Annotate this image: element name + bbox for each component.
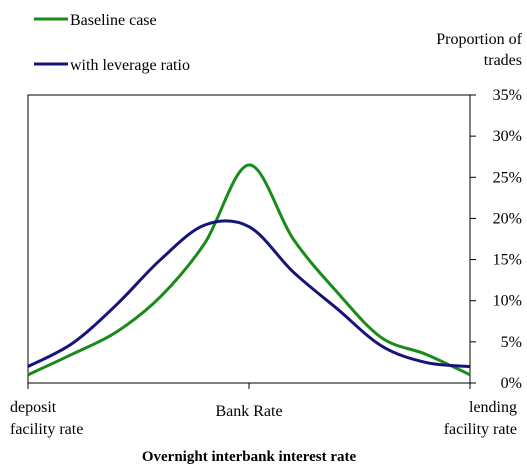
- series-lines: [27, 163, 471, 377]
- x-label-lending-line-2: facility rate: [444, 421, 517, 438]
- y-tick-label: 35%: [493, 87, 522, 104]
- y-tick-label: 0%: [501, 375, 522, 392]
- legend: Baseline case with leverage ratio: [34, 12, 190, 74]
- x-label-bank-rate: Bank Rate: [215, 403, 282, 420]
- series-line-leverage-ratio: [27, 219, 471, 369]
- legend-label-baseline: Baseline case: [70, 12, 157, 29]
- plot-frame: [27, 94, 471, 384]
- x-axis-title: Overnight interbank interest rate: [142, 449, 357, 465]
- y-tick-label: 5%: [501, 334, 522, 351]
- x-label-deposit-line-2: facility rate: [10, 421, 83, 438]
- x-label-lending-line-1: lending: [469, 399, 517, 416]
- y-axis-title-line-1: Proportion of: [436, 31, 522, 48]
- x-label-deposit-line-1: deposit: [10, 399, 57, 416]
- y-axis-title-line-2: trades: [484, 52, 522, 69]
- y-tick-label: 20%: [493, 210, 522, 227]
- y-tick-label: 15%: [493, 252, 522, 269]
- y-tick-label: 10%: [493, 293, 522, 310]
- legend-label-leverage: with leverage ratio: [70, 57, 190, 74]
- y-tick-label: 25%: [493, 169, 522, 186]
- series-line-baseline: [27, 163, 471, 377]
- x-axis: [27, 383, 471, 389]
- y-axis: 0% 5% 10% 15% 20% 25% 30% 35%: [470, 87, 522, 392]
- y-tick-label: 30%: [493, 128, 522, 145]
